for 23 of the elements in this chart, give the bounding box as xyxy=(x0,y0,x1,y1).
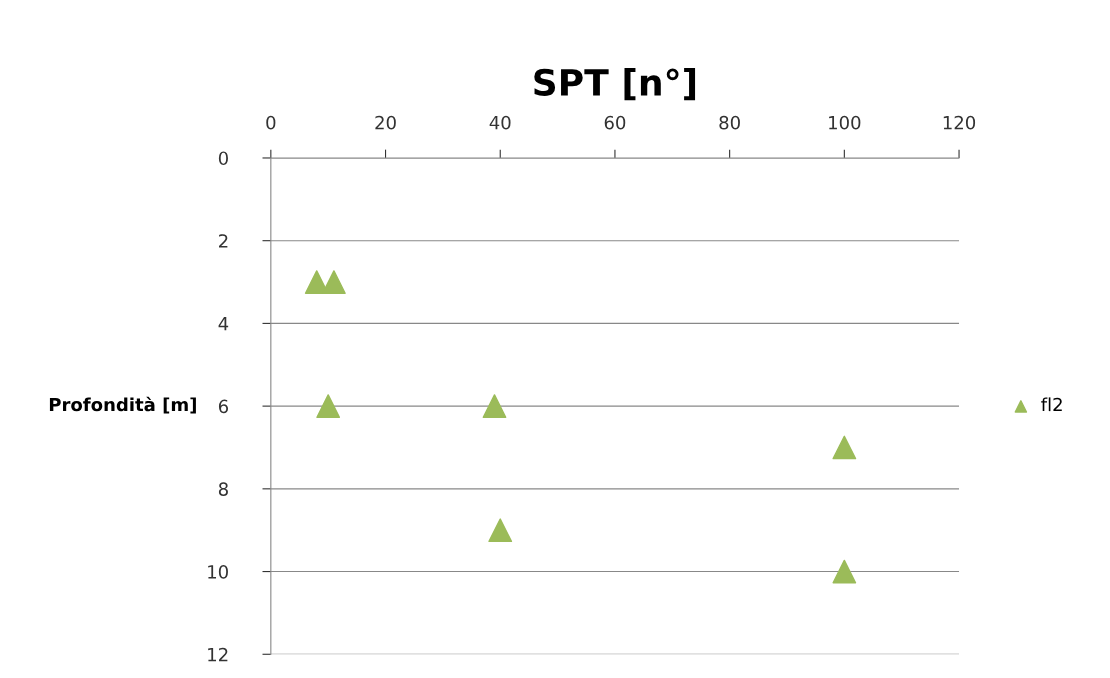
point xyxy=(322,270,346,294)
y-tick-label: 4 xyxy=(218,317,229,331)
y-tick-label: 2 xyxy=(219,234,228,248)
x-tick-label: 120 xyxy=(943,115,976,130)
y-tick-label: 10 xyxy=(208,565,228,579)
y-tick-label: 6 xyxy=(218,399,229,414)
point xyxy=(316,394,341,419)
y-axis-title: Profondità [m] xyxy=(49,396,196,414)
x-tick-label: 60 xyxy=(604,115,626,130)
x-tick-label: 80 xyxy=(719,115,740,130)
x-tick-label: 0 xyxy=(266,115,276,130)
point xyxy=(482,394,507,419)
point xyxy=(488,518,513,543)
legend-label: fl2 xyxy=(1041,397,1062,412)
x-tick-label: 100 xyxy=(829,115,861,130)
y-tick-label: 12 xyxy=(208,647,228,662)
point xyxy=(832,559,857,584)
point xyxy=(832,435,857,460)
chart-title: SPT [n°] xyxy=(534,68,696,101)
y-tick-label: 8 xyxy=(218,482,228,496)
y-tick-label: 0 xyxy=(218,151,228,166)
x-tick-label: 20 xyxy=(375,115,396,130)
x-tick-label: 40 xyxy=(489,115,511,130)
